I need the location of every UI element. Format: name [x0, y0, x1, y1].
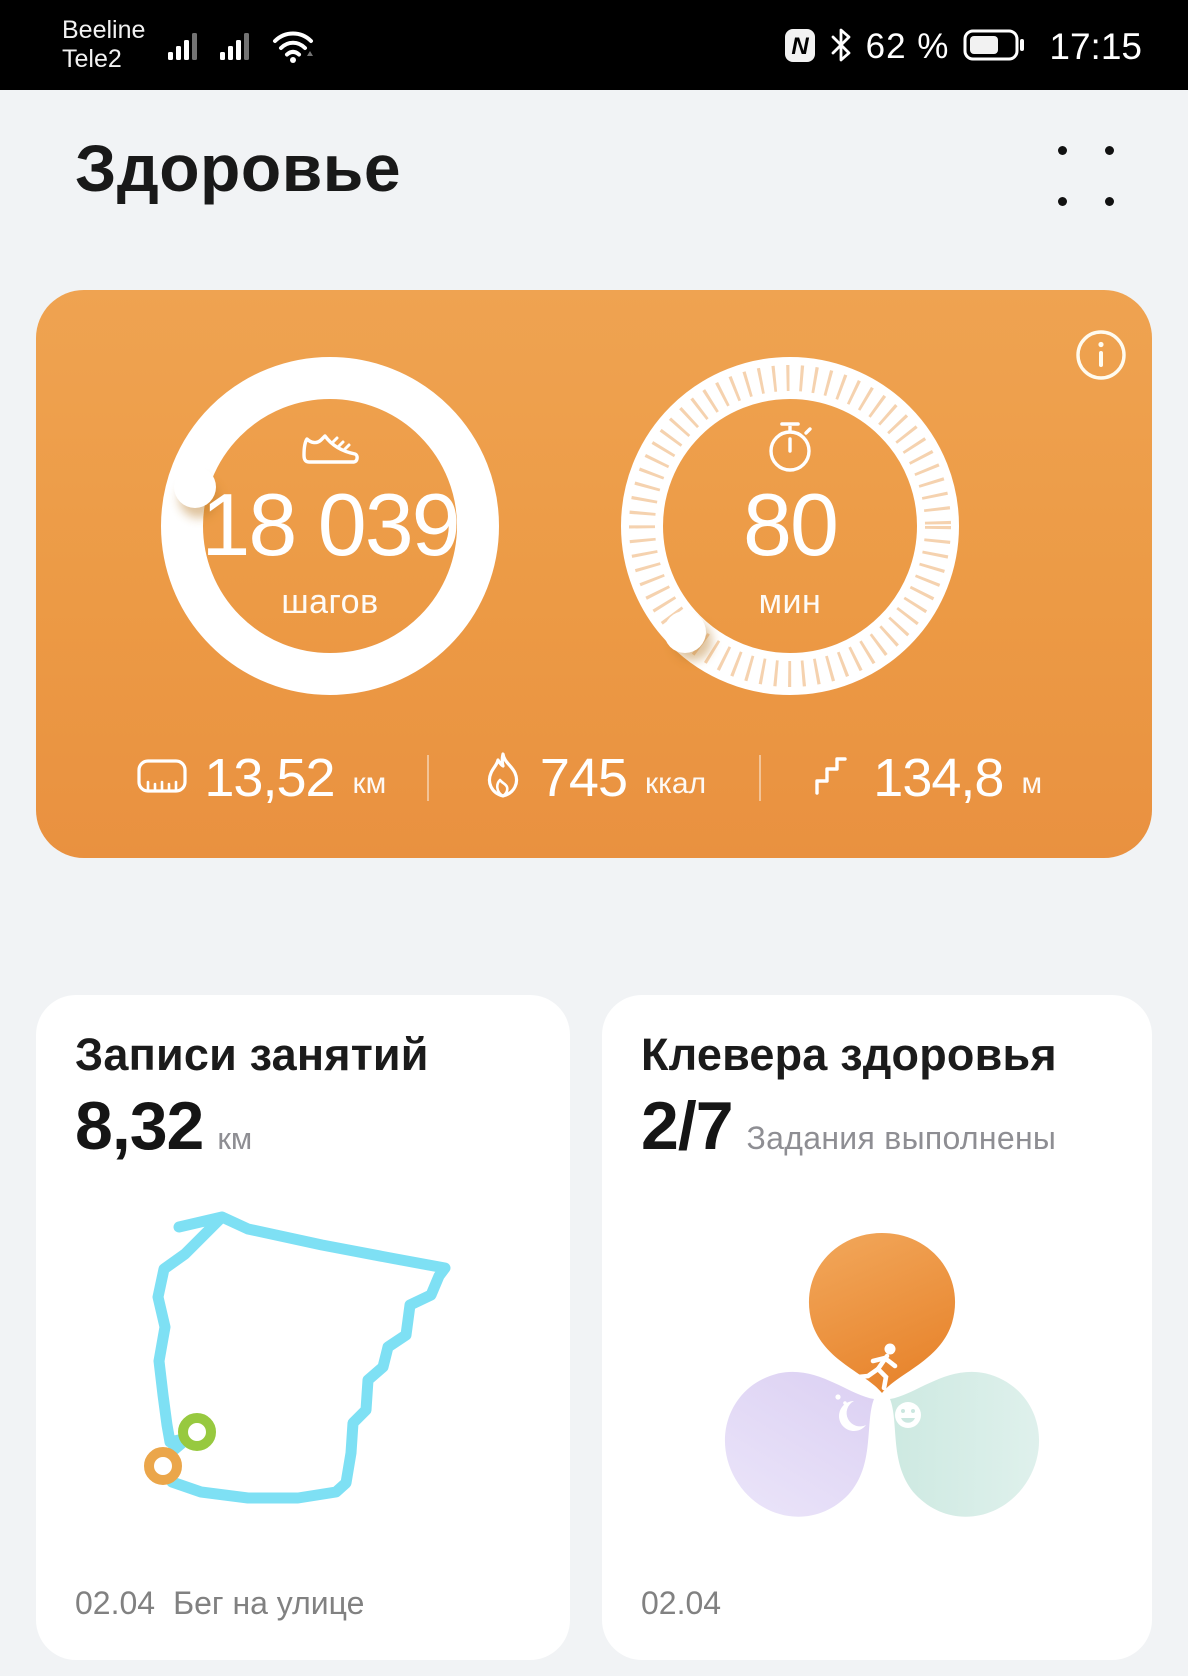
moon-icon	[835, 1394, 866, 1431]
info-icon[interactable]	[1074, 328, 1128, 382]
calories-value: 745	[539, 748, 628, 808]
records-card-footer: 02.04 Бег на улице	[75, 1585, 364, 1622]
activity-summary-card[interactable]: 18 039 шагов	[36, 290, 1152, 858]
stairs-icon	[811, 753, 857, 804]
minutes-unit: мин	[758, 582, 822, 621]
distance-unit: км	[352, 767, 387, 800]
elevation-value: 134,8	[873, 748, 1004, 808]
clover-card-title: Клевера здоровья	[641, 1029, 1057, 1080]
elevation-stat: 134,8 м	[761, 747, 1092, 809]
app-header: Здоровье	[0, 90, 1188, 290]
steps-progress-ring: 18 039 шагов	[140, 336, 520, 716]
route-end-marker	[144, 1447, 182, 1485]
distance-value: 13,52	[204, 748, 335, 808]
distance-stat: 13,52 км	[96, 747, 427, 809]
minutes-progress-ring: 80 мин	[600, 336, 980, 716]
svg-text:N: N	[791, 33, 809, 60]
divider	[759, 755, 762, 801]
page-title: Здоровье	[75, 131, 402, 205]
clover-progress-subtitle: Задания выполнены	[746, 1120, 1057, 1156]
divider	[426, 755, 429, 801]
health-clover-graphic	[724, 1233, 1040, 1517]
activity-stats-row: 13,52 км 745 ккал	[96, 736, 1092, 820]
health-clovers-card[interactable]: Клевера здоровья 2/7 Задания выполнены	[602, 995, 1152, 1660]
route-start-marker	[178, 1413, 216, 1451]
calories-stat: 745 ккал	[429, 747, 760, 809]
wifi-icon	[271, 28, 317, 69]
mood-petal	[890, 1371, 1040, 1517]
records-distance-value: 8,32	[75, 1088, 204, 1164]
clover-card-footer: 02.04	[641, 1585, 721, 1622]
smiley-icon	[895, 1402, 921, 1428]
records-activity-type: Бег на улице	[173, 1585, 365, 1621]
workout-route-map	[144, 1211, 451, 1504]
minutes-value: 80	[743, 474, 839, 574]
distance-ruler-icon	[136, 754, 188, 803]
bluetooth-icon	[830, 27, 852, 68]
carrier-label: Beeline Tele2	[62, 16, 146, 73]
records-card-title: Записи занятий	[75, 1029, 429, 1080]
battery-percent: 62 %	[865, 27, 950, 66]
exercise-petal	[808, 1233, 956, 1393]
clock: 17:15	[1049, 26, 1142, 67]
flame-icon	[482, 750, 524, 807]
nfc-icon: N	[784, 26, 816, 69]
clover-progress-value: 2/7	[641, 1088, 734, 1164]
steps-unit: шагов	[281, 582, 379, 621]
exercise-records-card[interactable]: Записи занятий 8,32 км 02.04 Бег на улиц…	[36, 995, 570, 1660]
steps-value: 18 039	[201, 474, 460, 574]
sleep-petal	[724, 1371, 874, 1517]
calories-unit: ккал	[645, 767, 707, 800]
shoe-icon	[299, 413, 361, 477]
records-date: 02.04	[75, 1585, 156, 1621]
runner-icon	[855, 1343, 898, 1391]
clover-date: 02.04	[641, 1585, 722, 1621]
stopwatch-icon	[762, 413, 818, 477]
battery-icon	[963, 28, 1025, 67]
cellular-signal-icon	[167, 30, 203, 67]
grid-dots-menu-icon[interactable]	[1058, 146, 1116, 210]
status-bar: Beeline Tele2	[0, 0, 1188, 90]
elevation-unit: м	[1021, 767, 1043, 800]
records-distance-unit: км	[217, 1121, 253, 1156]
cellular-signal-icon	[219, 30, 255, 67]
